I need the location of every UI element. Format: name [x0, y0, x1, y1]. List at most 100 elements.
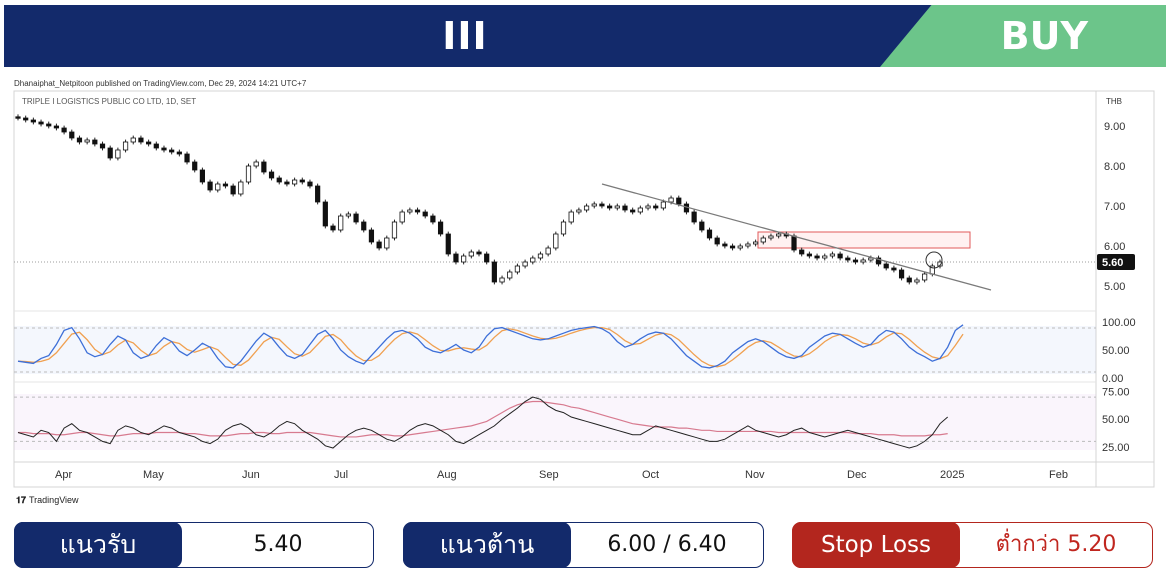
- price-tick-label: 6.00: [1104, 241, 1125, 253]
- price-tick-label: 5.00: [1104, 281, 1125, 293]
- candle: [38, 121, 44, 125]
- candle: [891, 267, 897, 271]
- candle: [737, 245, 743, 249]
- candle: [122, 141, 129, 151]
- candle: [445, 233, 451, 255]
- time-tick-label: Aug: [437, 469, 457, 481]
- support-label: แนวรับ: [14, 522, 182, 568]
- candle: [530, 257, 536, 263]
- candle: [407, 209, 413, 213]
- candle: [645, 205, 651, 209]
- candle: [729, 245, 736, 249]
- time-tick-label: 2025: [940, 469, 964, 481]
- candle: [261, 161, 267, 173]
- support-box: แนวรับ 5.40: [14, 522, 374, 568]
- time-tick-label: Jun: [242, 469, 260, 481]
- rsi-tick-label: 50.00: [1102, 414, 1130, 426]
- candle: [922, 273, 928, 281]
- candle: [822, 255, 828, 259]
- candle: [361, 221, 367, 231]
- candle: [176, 151, 182, 155]
- trendline: [601, 183, 992, 291]
- rsi-ma-line: [18, 400, 948, 438]
- candle: [307, 181, 313, 187]
- chart-title: TRIPLE I LOGISTICS PUBLIC CO LTD, 1D, SE…: [22, 97, 196, 106]
- candle: [53, 125, 60, 129]
- candle: [614, 205, 620, 209]
- time-tick-label: Feb: [1049, 469, 1068, 481]
- candle: [806, 253, 812, 257]
- breakout-circle: [925, 251, 943, 269]
- resistance-zone: [757, 231, 971, 249]
- candle: [399, 211, 405, 223]
- candle: [699, 221, 705, 231]
- time-tick-label: Sep: [539, 469, 559, 481]
- candle: [507, 271, 513, 279]
- time-tick-label: Jul: [334, 469, 348, 481]
- candle: [776, 233, 782, 237]
- candle: [760, 237, 766, 243]
- candle: [115, 149, 121, 159]
- price-tick-label: 8.00: [1104, 161, 1125, 173]
- stoploss-label: Stop Loss: [792, 522, 960, 568]
- candle: [814, 255, 820, 259]
- candle: [284, 181, 290, 185]
- candle: [69, 131, 75, 139]
- candle: [338, 215, 344, 231]
- time-tick-label: Dec: [847, 469, 867, 481]
- candle: [553, 233, 559, 249]
- candle: [906, 277, 912, 283]
- candle: [15, 116, 21, 119]
- time-tick-label: Apr: [55, 469, 72, 481]
- candle: [745, 243, 751, 247]
- candle: [30, 119, 36, 123]
- candle: [583, 205, 590, 211]
- candle: [860, 259, 866, 263]
- candle: [722, 243, 728, 247]
- time-tick-label: May: [143, 469, 164, 481]
- candle: [61, 127, 67, 133]
- price-tick-label: 9.00: [1104, 121, 1125, 133]
- candle: [706, 229, 713, 239]
- candle: [545, 247, 551, 255]
- candle: [322, 201, 328, 227]
- candle: [591, 203, 597, 207]
- candle: [146, 141, 152, 145]
- candle: [829, 253, 836, 257]
- candle: [491, 261, 497, 283]
- candle: [330, 225, 336, 231]
- candle: [576, 209, 582, 213]
- support-value: 5.40: [253, 532, 303, 557]
- candle: [622, 205, 628, 211]
- candle: [753, 241, 759, 245]
- candle: [453, 253, 459, 263]
- candle: [484, 253, 490, 263]
- candle: [468, 251, 474, 257]
- candle: [914, 279, 920, 283]
- candle: [791, 235, 797, 251]
- header-banner: III BUY: [0, 5, 1166, 67]
- candle: [714, 237, 720, 245]
- candle: [245, 165, 252, 183]
- currency-label: THB: [1106, 97, 1122, 106]
- last-price-value: 5.60: [1102, 257, 1123, 269]
- candle: [568, 211, 574, 223]
- stochastic-tick-label: 0.00: [1102, 373, 1123, 385]
- candle: [276, 177, 282, 183]
- candle: [630, 209, 636, 213]
- candle: [199, 169, 205, 183]
- candle: [315, 185, 321, 203]
- candle: [883, 263, 889, 269]
- candle: [138, 137, 144, 143]
- candle: [768, 235, 774, 239]
- stoploss-box: Stop Loss ต่ำกว่า 5.20: [792, 522, 1153, 568]
- candle: [161, 147, 167, 151]
- candle: [222, 183, 229, 187]
- candle: [184, 153, 190, 163]
- candle: [537, 253, 544, 259]
- candle: [46, 123, 52, 127]
- resistance-box: แนวต้าน 6.00 / 6.40: [403, 522, 764, 568]
- candle: [461, 255, 467, 263]
- stochastic-k-line: [17, 324, 964, 369]
- stochastic-band: [14, 326, 1096, 374]
